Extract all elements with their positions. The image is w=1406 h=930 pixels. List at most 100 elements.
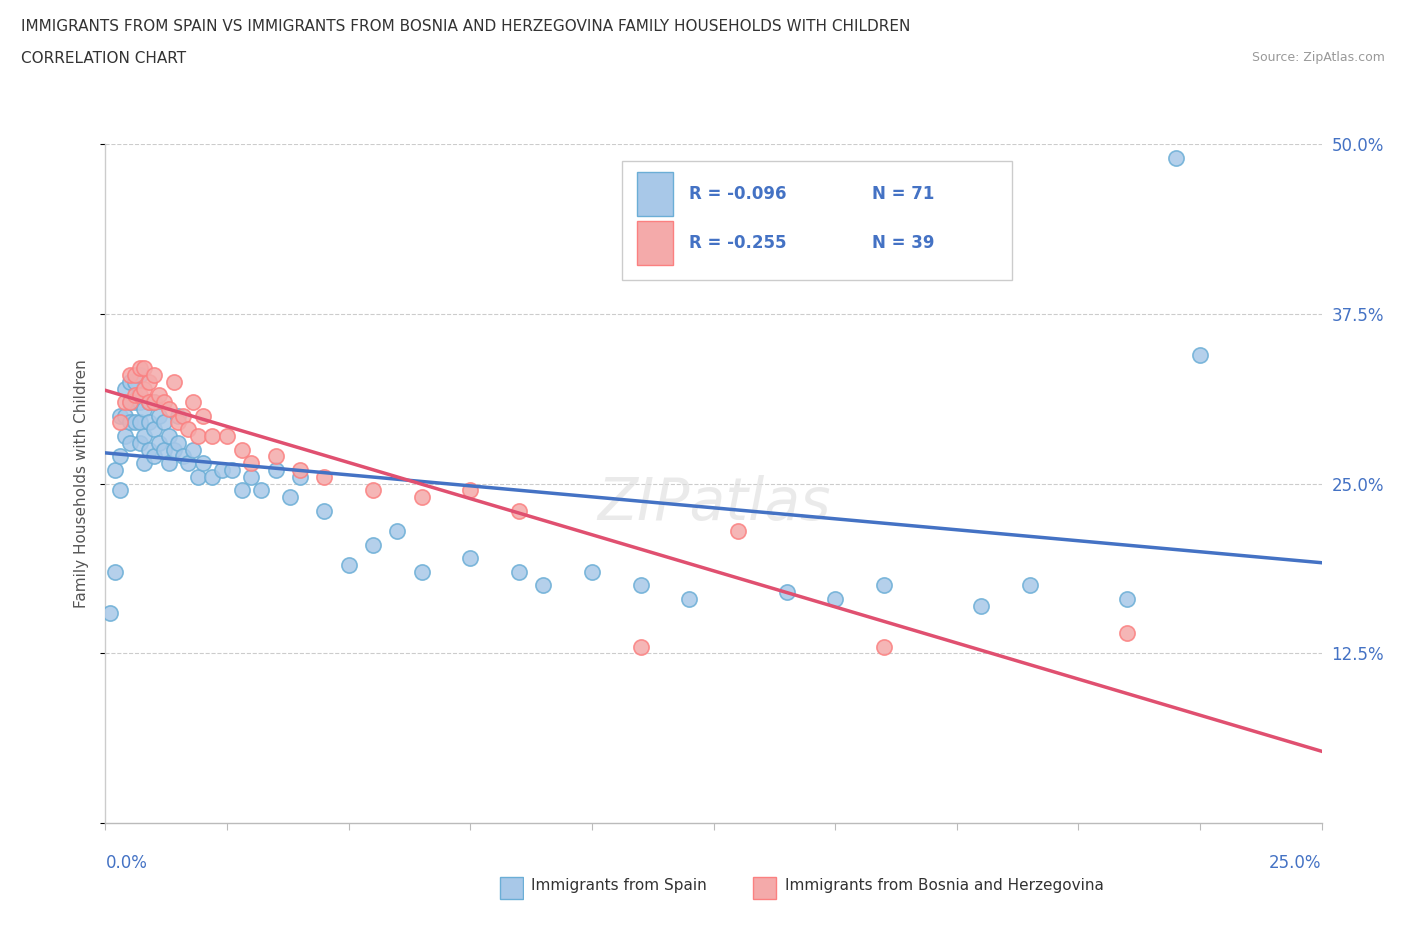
Point	[124, 394, 146, 409]
Text: Immigrants from Spain: Immigrants from Spain	[531, 878, 707, 893]
Text: N = 71: N = 71	[872, 185, 934, 203]
Text: IMMIGRANTS FROM SPAIN VS IMMIGRANTS FROM BOSNIA AND HERZEGOVINA FAMILY HOUSEHOLD: IMMIGRANTS FROM SPAIN VS IMMIGRANTS FROM…	[21, 19, 911, 33]
Point	[138, 394, 160, 409]
Point	[581, 565, 603, 579]
Point	[824, 591, 846, 606]
Point	[531, 578, 554, 593]
Point	[134, 429, 156, 444]
Point	[153, 394, 176, 409]
Point	[240, 456, 263, 471]
Point	[118, 415, 141, 430]
Point	[177, 456, 200, 471]
Point	[678, 591, 700, 606]
Point	[1164, 151, 1187, 166]
Point	[148, 388, 170, 403]
Point	[124, 367, 146, 382]
Point	[138, 443, 160, 458]
Text: R = -0.096: R = -0.096	[689, 185, 787, 203]
Point	[1018, 578, 1040, 593]
Point	[458, 551, 481, 565]
Point	[108, 408, 131, 423]
Text: R = -0.255: R = -0.255	[689, 233, 787, 252]
Point	[167, 435, 190, 450]
Point	[138, 415, 160, 430]
Point	[191, 456, 214, 471]
Text: 0.0%: 0.0%	[105, 854, 148, 871]
Point	[124, 415, 146, 430]
Point	[143, 394, 166, 409]
Point	[1189, 347, 1212, 362]
Point	[153, 443, 176, 458]
Point	[288, 470, 311, 485]
Point	[134, 381, 156, 396]
Point	[167, 408, 190, 423]
Text: N = 39: N = 39	[872, 233, 934, 252]
Point	[264, 449, 287, 464]
Point	[314, 503, 336, 518]
Point	[128, 435, 150, 450]
Point	[138, 394, 160, 409]
Point	[104, 462, 127, 477]
Bar	[501, 877, 523, 899]
Point	[231, 483, 253, 498]
Y-axis label: Family Households with Children: Family Households with Children	[73, 359, 89, 608]
Point	[411, 490, 433, 505]
Point	[201, 429, 224, 444]
Point	[143, 449, 166, 464]
Point	[181, 394, 204, 409]
Text: Source: ZipAtlas.com: Source: ZipAtlas.com	[1251, 51, 1385, 64]
Point	[114, 394, 136, 409]
Bar	[637, 220, 673, 265]
Point	[128, 361, 150, 376]
Text: Immigrants from Bosnia and Herzegovina: Immigrants from Bosnia and Herzegovina	[785, 878, 1104, 893]
Point	[217, 429, 239, 444]
Point	[118, 375, 141, 390]
Point	[134, 456, 156, 471]
Point	[970, 598, 993, 613]
Point	[191, 408, 214, 423]
Point	[231, 443, 253, 458]
Point	[187, 429, 209, 444]
Text: 25.0%: 25.0%	[1270, 854, 1322, 871]
Point	[167, 415, 190, 430]
Bar	[754, 877, 776, 899]
Point	[128, 394, 150, 409]
Point	[508, 503, 530, 518]
Point	[727, 524, 749, 538]
Point	[250, 483, 273, 498]
Point	[177, 422, 200, 437]
Point	[134, 402, 156, 417]
Point	[288, 462, 311, 477]
Point	[240, 470, 263, 485]
Point	[128, 367, 150, 382]
Point	[134, 361, 156, 376]
Point	[118, 394, 141, 409]
Point	[157, 456, 180, 471]
Point	[458, 483, 481, 498]
Point	[172, 408, 194, 423]
Point	[114, 429, 136, 444]
Point	[187, 470, 209, 485]
Text: ZIPatlas: ZIPatlas	[596, 475, 831, 533]
Point	[361, 483, 384, 498]
Bar	[637, 172, 673, 216]
Point	[138, 375, 160, 390]
Point	[361, 538, 384, 552]
Point	[181, 443, 204, 458]
Point	[172, 449, 194, 464]
Point	[128, 415, 150, 430]
Point	[118, 367, 141, 382]
Point	[775, 585, 797, 600]
Point	[211, 462, 233, 477]
Point	[387, 524, 409, 538]
Point	[148, 408, 170, 423]
Point	[162, 443, 184, 458]
Text: CORRELATION CHART: CORRELATION CHART	[21, 51, 186, 66]
Point	[118, 435, 141, 450]
Point	[221, 462, 243, 477]
Point	[508, 565, 530, 579]
Point	[108, 415, 131, 430]
Point	[630, 639, 652, 654]
Point	[278, 490, 301, 505]
Point	[157, 429, 180, 444]
